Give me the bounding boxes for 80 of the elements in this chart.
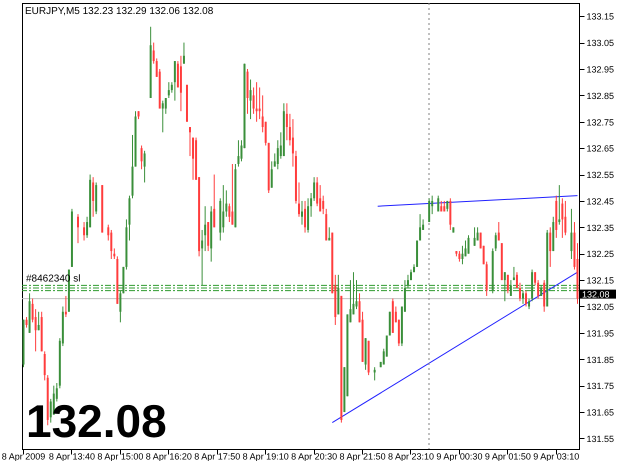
- candlestick: [83, 222, 86, 242]
- y-tick-label: 131.55: [586, 434, 614, 444]
- x-tick-label: 8 Apr 21:50: [340, 452, 386, 462]
- candlestick: [419, 214, 422, 242]
- candlestick: [461, 245, 464, 265]
- candlestick: [374, 366, 376, 381]
- y-tick-label: 133.05: [586, 38, 614, 48]
- candlestick: [528, 298, 530, 310]
- y-tick-label: 131.95: [586, 328, 614, 338]
- x-tick-label: 8 Apr 17:50: [194, 452, 240, 462]
- candlestick: [168, 82, 170, 99]
- x-tick-label: 8 Apr 16:20: [146, 452, 192, 462]
- y-tick-label: 132.85: [586, 90, 614, 101]
- candlestick: [213, 174, 216, 228]
- candlestick: [301, 200, 304, 226]
- y-tick-label: 132.95: [586, 64, 614, 74]
- y-tick-label: 132.55: [586, 170, 614, 180]
- candlestick: [512, 266, 515, 281]
- y-tick-label: 133.15: [586, 12, 614, 22]
- candlestick: [207, 222, 210, 252]
- candlestick: [549, 226, 552, 268]
- x-tick-label: 9 Apr 00:30: [436, 452, 482, 462]
- candlestick: [328, 226, 330, 242]
- x-tick-label: 9 Apr 01:50: [484, 452, 531, 462]
- y-tick-label: 132.65: [586, 144, 614, 154]
- candlestick: [174, 60, 176, 102]
- candlestick: [322, 195, 324, 215]
- candlestick: [449, 198, 452, 230]
- x-tick-label: 8 Apr 19:10: [242, 452, 289, 462]
- candlestick: [222, 184, 224, 234]
- candlestick: [304, 200, 306, 234]
- x-tick-label: 8 Apr 23:10: [388, 452, 434, 462]
- candlestick: [525, 290, 528, 307]
- candlestick: [458, 250, 460, 262]
- y-tick-label: 131.65: [586, 408, 614, 418]
- candlestick: [140, 145, 143, 170]
- y-tick-label: 132.45: [586, 196, 614, 206]
- candlestick: [440, 200, 442, 212]
- candlestick: [256, 82, 258, 122]
- candlestick: [570, 208, 572, 260]
- candlestick: [182, 42, 185, 64]
- annotation: 132.08: [26, 395, 167, 447]
- candlestick: [162, 100, 164, 133]
- y-tick-label: 131.85: [586, 354, 614, 365]
- x-tick-label: 8 Apr 13:40: [48, 452, 95, 462]
- candlestick: [558, 184, 560, 226]
- x-tick-label: 9 Apr 03:10: [533, 452, 580, 462]
- y-tick-label: 132.05: [586, 302, 614, 312]
- candlestick: [494, 232, 497, 252]
- y-tick-label: 132.25: [586, 249, 614, 260]
- y-tick-label: 132.15: [586, 276, 614, 286]
- candlestick: [250, 79, 252, 120]
- candlestick: [77, 214, 80, 244]
- candlestick: [38, 311, 40, 331]
- chart-title: EURJPY,M5 132.23 132.29 132.06 132.08: [25, 6, 214, 17]
- candlestick: [437, 195, 440, 212]
- candlestick: [231, 163, 234, 226]
- ref-line-label: 132.08: [582, 290, 610, 300]
- y-tick-label: 132.35: [586, 222, 614, 233]
- candlestick: [237, 140, 240, 168]
- y-tick-label: 132.75: [586, 117, 614, 128]
- candlestick: [270, 160, 273, 188]
- candlestick: [26, 316, 28, 328]
- candlestick: [468, 234, 470, 254]
- candlestick: [498, 222, 500, 242]
- x-tick-label: 8 Apr 20:30: [291, 452, 338, 462]
- y-tick-label: 131.75: [586, 381, 614, 392]
- x-tick-label: 8 Apr 2009: [2, 452, 46, 462]
- candlestick: [543, 280, 546, 312]
- x-tick-label: 8 Apr 15:00: [97, 452, 144, 462]
- candlestick: [474, 226, 476, 246]
- candlestick: [506, 274, 509, 294]
- candlestick: [443, 200, 446, 212]
- candlestick: [189, 126, 192, 157]
- candlestick: [64, 295, 67, 318]
- candlestick: [144, 150, 146, 183]
- candlestick: [92, 176, 94, 218]
- candlestick: [561, 198, 564, 238]
- candlestick: [428, 198, 430, 223]
- candlestick: [564, 200, 566, 236]
